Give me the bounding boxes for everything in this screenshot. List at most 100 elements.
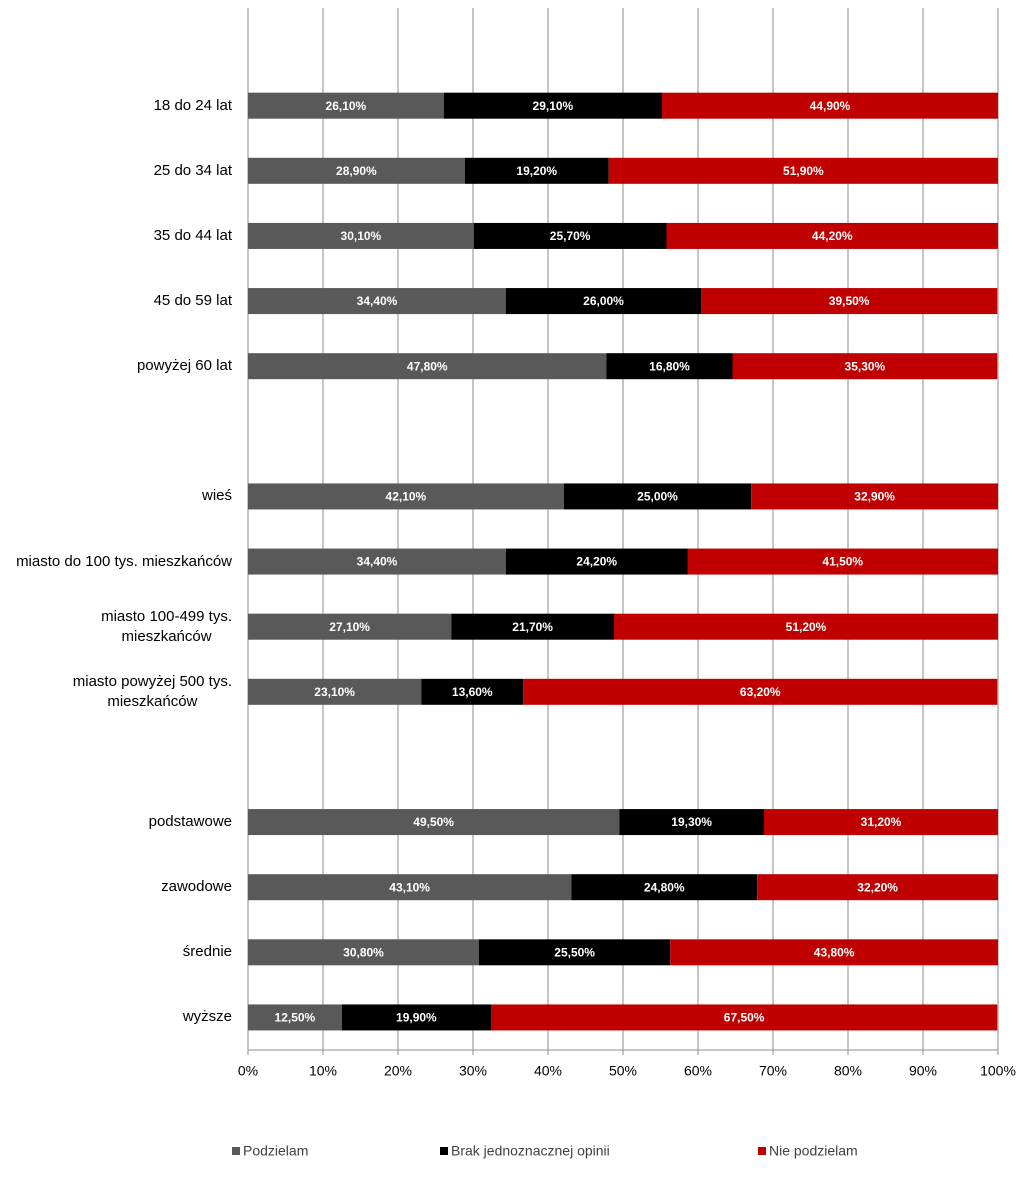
data-label: 26,00% — [583, 294, 624, 308]
bar-segment — [473, 222, 667, 249]
data-label: 19,20% — [516, 164, 557, 178]
bar-segment — [751, 483, 998, 510]
bar-segment — [248, 548, 506, 575]
data-label: 44,90% — [810, 99, 851, 113]
bar-segment — [614, 613, 998, 640]
data-label: 30,80% — [343, 945, 384, 959]
data-label: 19,90% — [396, 1011, 437, 1025]
y-tick-label: wyższe — [182, 1008, 232, 1026]
bar-segment — [248, 483, 564, 510]
data-label: 39,50% — [829, 294, 870, 308]
bar-segment — [764, 809, 998, 836]
data-label: 30,10% — [341, 229, 382, 243]
x-tick-label: 80% — [834, 1063, 862, 1079]
data-label: 47,80% — [407, 359, 448, 373]
data-label: 31,20% — [861, 815, 902, 829]
legend-label: Podzielam — [243, 1143, 308, 1159]
bar-segment — [248, 613, 452, 640]
bar-segment — [670, 939, 998, 966]
data-label: 34,40% — [357, 294, 398, 308]
data-label: 27,10% — [329, 620, 370, 634]
bar-segment — [666, 222, 998, 249]
y-tick-label: miasto powyżej 500 tys. mieszkańców — [72, 672, 232, 710]
data-label: 35,30% — [845, 359, 886, 373]
category-label-box: miasto do 100 tys. mieszkańców — [0, 542, 232, 582]
bar-segment — [341, 1004, 491, 1031]
category-label-box: miasto 100-499 tys. mieszkańców — [0, 607, 232, 647]
bar-segment — [248, 222, 474, 249]
y-tick-label: podstawowe — [148, 813, 232, 831]
data-label: 67,50% — [724, 1011, 765, 1025]
bar-segment — [248, 288, 506, 315]
y-tick-label: 25 do 34 lat — [153, 161, 232, 179]
bar-segment — [662, 92, 998, 119]
bar-segment — [757, 874, 998, 901]
category-label-box: wyższe — [0, 997, 232, 1037]
x-tick-label: 100% — [980, 1063, 1016, 1079]
bar-segment — [701, 288, 998, 315]
y-tick-label: wieś — [201, 487, 232, 505]
category-label-box: 45 do 59 lat — [0, 281, 232, 321]
category-label-box: podstawowe — [0, 802, 232, 842]
bar-segment — [608, 157, 998, 184]
x-tick-label: 20% — [384, 1063, 412, 1079]
bar-segment — [248, 157, 465, 184]
category-label-box: zawodowe — [0, 867, 232, 907]
x-tick-label: 0% — [238, 1063, 258, 1079]
data-label: 13,60% — [452, 685, 493, 699]
data-label: 32,20% — [857, 880, 898, 894]
bar-segment — [563, 483, 752, 510]
bar-segment — [732, 353, 998, 380]
data-label: 44,20% — [812, 229, 853, 243]
bar-segment — [506, 288, 701, 315]
x-tick-label: 90% — [909, 1063, 937, 1079]
bar-segment — [248, 1004, 342, 1031]
data-label: 23,10% — [314, 685, 355, 699]
y-tick-label: 35 do 44 lat — [153, 226, 232, 244]
bar-segment — [248, 874, 572, 901]
y-tick-label: średnie — [182, 943, 232, 961]
data-label: 24,80% — [644, 880, 685, 894]
data-label: 41,50% — [822, 555, 863, 569]
bar-segment — [248, 939, 479, 966]
legend-label: Brak jednoznacznej opinii — [451, 1143, 610, 1159]
y-tick-label: miasto 100-499 tys. mieszkańców — [101, 607, 232, 645]
bar-segment — [451, 613, 614, 640]
bar-segment — [479, 939, 671, 966]
data-label: 25,50% — [554, 945, 595, 959]
category-label-box: 25 do 34 lat — [0, 151, 232, 191]
bar-segment — [464, 157, 609, 184]
data-label: 25,70% — [550, 229, 591, 243]
legend-swatch — [440, 1147, 448, 1155]
bar-segment — [606, 353, 733, 380]
category-label-box: 18 do 24 lat — [0, 86, 232, 126]
bar-segment — [571, 874, 758, 901]
bar-segment — [619, 809, 764, 836]
category-label-box: 35 do 44 lat — [0, 216, 232, 256]
x-tick-label: 50% — [609, 1063, 637, 1079]
data-label: 42,10% — [386, 490, 427, 504]
x-tick-label: 60% — [684, 1063, 712, 1079]
data-label: 19,30% — [671, 815, 712, 829]
data-label: 51,20% — [786, 620, 827, 634]
bar-segment — [443, 92, 662, 119]
data-label: 32,90% — [854, 490, 895, 504]
data-label: 34,40% — [357, 555, 398, 569]
x-tick-label: 70% — [759, 1063, 787, 1079]
legend-label: Nie podzielam — [769, 1143, 858, 1159]
category-label-box: powyżej 60 lat — [0, 346, 232, 386]
category-label-box: średnie — [0, 932, 232, 972]
data-label: 43,80% — [814, 945, 855, 959]
bar-segment — [506, 548, 688, 575]
y-tick-label: powyżej 60 lat — [136, 357, 232, 375]
y-tick-label: 18 do 24 lat — [153, 96, 232, 114]
bar-segment — [523, 678, 998, 705]
y-tick-label: 45 do 59 lat — [153, 292, 232, 310]
bar-segment — [687, 548, 998, 575]
data-label: 16,80% — [649, 359, 690, 373]
y-tick-label: miasto do 100 tys. mieszkańców — [16, 552, 232, 570]
bar-segment — [491, 1004, 998, 1031]
data-label: 29,10% — [533, 99, 574, 113]
bar-segment — [248, 809, 620, 836]
